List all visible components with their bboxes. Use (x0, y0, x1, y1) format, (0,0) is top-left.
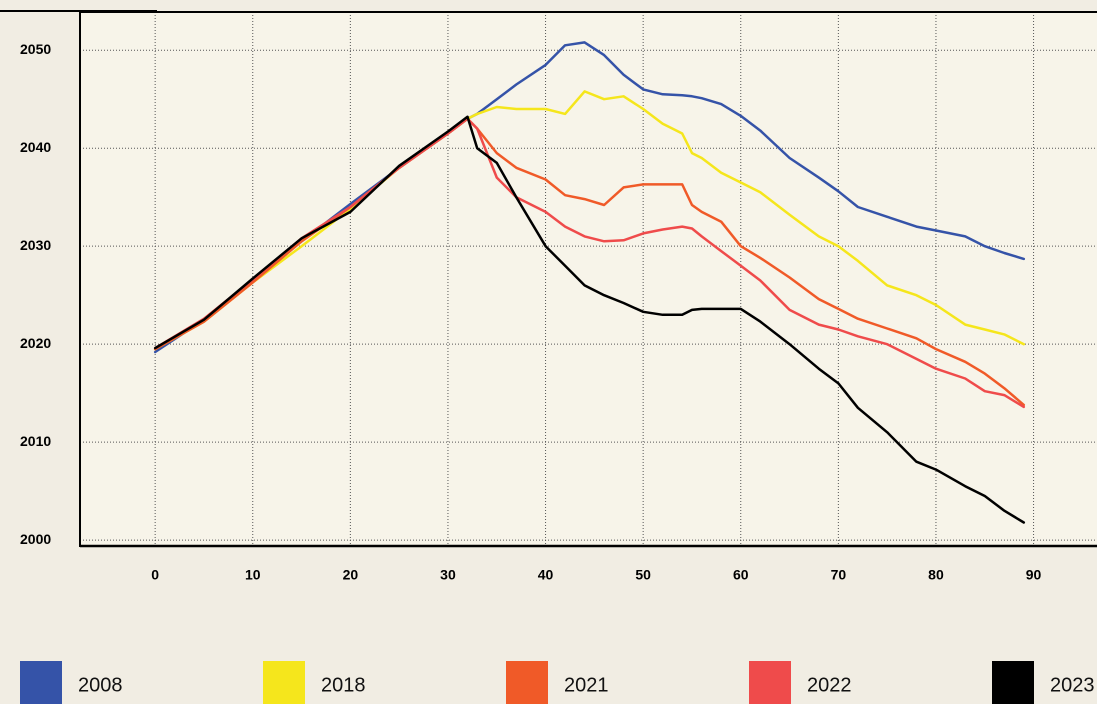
legend-label: 2008 (78, 674, 123, 696)
legend: 2008 2018 2021 2022 2023 (20, 661, 1095, 704)
legend-label: 2022 (807, 674, 852, 696)
series-line (153, 115, 1026, 524)
x-tick-label: 60 (733, 567, 749, 583)
series-line (153, 117, 1026, 409)
y-tick-label: 2020 (20, 335, 51, 351)
legend-label: 2023 (1050, 674, 1095, 696)
x-tick-label: 70 (831, 567, 847, 583)
legend-swatch (992, 661, 1034, 704)
x-tick-label: 30 (440, 567, 456, 583)
legend-swatch (506, 661, 548, 704)
y-tick-label: 2050 (20, 41, 51, 57)
lines (153, 41, 1026, 524)
x-tick-label: 80 (928, 567, 944, 583)
legend-swatch (20, 661, 62, 704)
y-tick-label: 2040 (20, 139, 51, 155)
y-tick-label: 2030 (20, 237, 51, 253)
legend-label: 2018 (321, 674, 366, 696)
plot-area (80, 12, 1097, 546)
grid (80, 12, 1097, 546)
y-tick-label: 2000 (20, 531, 51, 547)
legend-swatch (749, 661, 791, 704)
axes (0, 10, 1097, 548)
y-tick-label: 2010 (20, 433, 51, 449)
legend-label: 2021 (564, 674, 609, 696)
x-tick-label: 0 (151, 567, 159, 583)
x-tick-label: 50 (635, 567, 651, 583)
x-tick-label: 20 (343, 567, 359, 583)
x-tick-label: 40 (538, 567, 554, 583)
x-tick-label: 90 (1026, 567, 1042, 583)
legend-swatch (263, 661, 305, 704)
x-tick-label: 10 (245, 567, 261, 583)
